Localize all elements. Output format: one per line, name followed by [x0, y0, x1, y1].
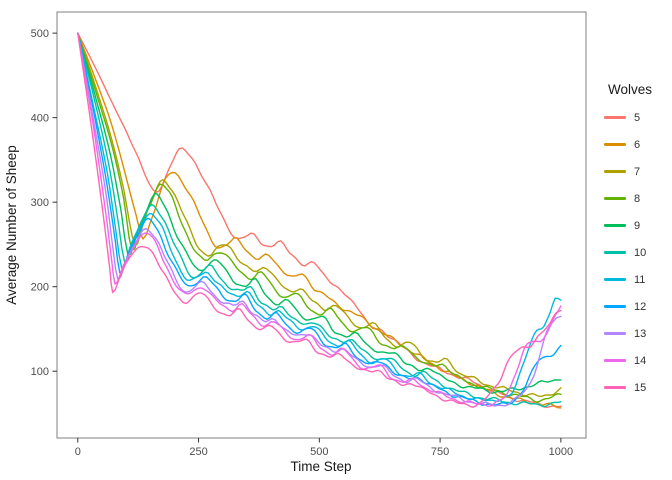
- x-tick-label-0: 0: [75, 446, 81, 458]
- legend-swatch-8: [604, 197, 626, 200]
- legend-item-9: 9: [604, 212, 672, 239]
- series-line-13: [77, 32, 562, 407]
- legend-item-5: 5: [604, 104, 672, 131]
- legend-item-8: 8: [604, 185, 672, 212]
- legend-label-6: 6: [634, 138, 641, 151]
- panel-border: [56, 11, 587, 439]
- series-line-9: [77, 32, 562, 394]
- legend-swatch-7: [604, 170, 626, 173]
- y-axis-title: Average Number of Sheep: [4, 145, 19, 305]
- legend-label-9: 9: [634, 219, 641, 232]
- legend-title: Wolves: [608, 82, 653, 97]
- legend: Wolves 5 6 7 8 9 10 11 12 13 14 15: [604, 82, 672, 401]
- x-tick-label-1000: 1000: [549, 446, 573, 458]
- legend-swatch-13: [604, 332, 626, 335]
- series-line-14: [77, 32, 562, 407]
- series-line-15: [77, 32, 562, 408]
- legend-swatch-11: [604, 278, 626, 281]
- legend-label-15: 15: [634, 381, 647, 394]
- series-lines: [77, 32, 562, 409]
- y-tick-label-500: 500: [31, 28, 49, 40]
- legend-swatch-14: [604, 359, 626, 362]
- series-line-8: [77, 32, 562, 403]
- legend-label-10: 10: [634, 246, 647, 259]
- legend-swatch-10: [604, 251, 626, 254]
- legend-label-8: 8: [634, 192, 641, 205]
- legend-item-6: 6: [604, 131, 672, 158]
- y-tick-label-100: 100: [31, 366, 49, 378]
- legend-label-11: 11: [634, 273, 646, 286]
- legend-label-14: 14: [634, 354, 647, 367]
- x-tick-label-250: 250: [189, 446, 207, 458]
- legend-item-10: 10: [604, 239, 672, 266]
- legend-swatch-9: [604, 224, 626, 227]
- legend-swatch-6: [604, 143, 626, 146]
- y-tick-label-400: 400: [31, 113, 49, 125]
- legend-swatch-15: [604, 386, 626, 389]
- legend-item-15: 15: [604, 374, 672, 401]
- legend-label-13: 13: [634, 327, 647, 340]
- legend-label-5: 5: [634, 111, 641, 124]
- legend-swatch-12: [604, 305, 626, 308]
- x-tick-label-750: 750: [431, 446, 449, 458]
- legend-item-7: 7: [604, 158, 672, 185]
- legend-item-11: 11: [604, 266, 672, 293]
- y-tick-label-200: 200: [31, 282, 49, 294]
- x-axis-title: Time Step: [290, 459, 351, 474]
- axis-ticks: 100 200 300 400 500 0 250 500 750 1000: [31, 28, 573, 458]
- x-tick-label-500: 500: [310, 446, 328, 458]
- legend-item-12: 12: [604, 293, 672, 320]
- legend-label-12: 12: [634, 300, 647, 313]
- legend-label-7: 7: [634, 165, 641, 178]
- legend-item-13: 13: [604, 320, 672, 347]
- legend-swatch-5: [604, 116, 626, 119]
- legend-item-14: 14: [604, 347, 672, 374]
- legend-items: 5 6 7 8 9 10 11 12 13 14 15: [604, 104, 672, 401]
- y-tick-label-300: 300: [31, 197, 49, 209]
